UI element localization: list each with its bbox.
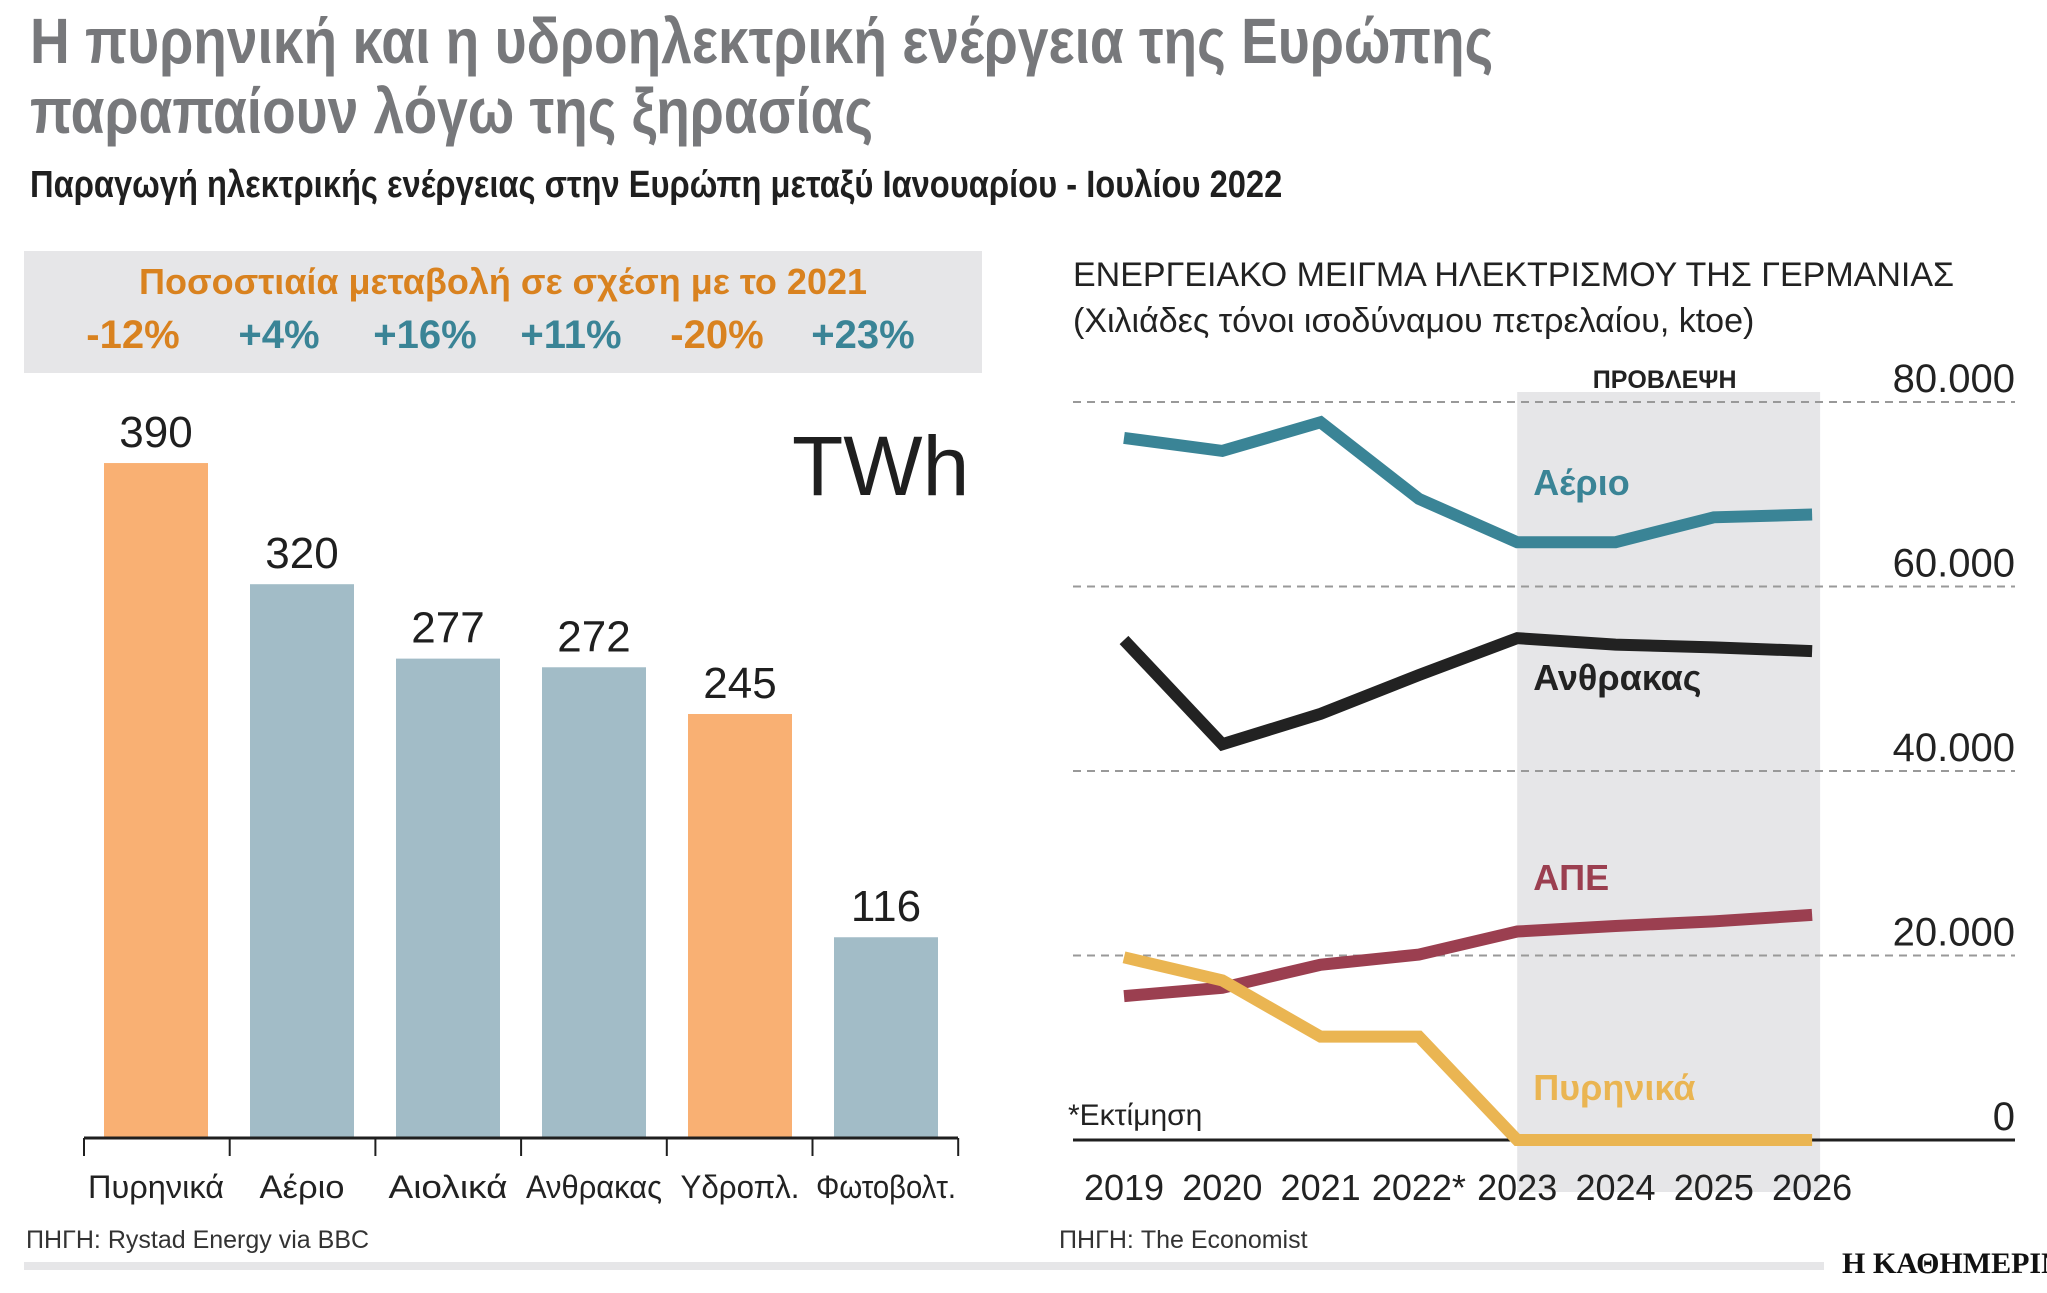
category-label: Φωτοβολτ. [816,1169,956,1205]
series-line-coal [1119,632,1813,752]
x-tick-label: 2024 [1575,1167,1655,1208]
x-tick-label: 2026 [1772,1167,1852,1208]
bar-1 [250,584,354,1138]
percent-change-value: -12% [86,313,180,357]
y-tick-label: 40.000 [1893,726,2015,770]
page-title: Η πυρηνική και η υδροηλεκτρική ενέργεια … [30,6,1493,146]
percent-change-value: +16% [373,313,477,357]
series-line-nuclear [1122,951,1813,1146]
line-chart-title: ΕΝΕΡΓΕΙΑΚΟ ΜΕΙΓΜΑ ΗΛΕΚΤΡΙΣΜΟΥ ΤΗΣ ΓΕΡΜΑΝ… [1073,256,1955,294]
bar-0 [104,463,208,1138]
estimate-note: *Εκτίμηση [1068,1099,1202,1132]
x-tick-label: 2021 [1281,1167,1361,1208]
publisher-logo: Η ΚΑΘΗΜΕΡΙΝΗ [1842,1247,2047,1280]
line-chart-source: ΠΗΓΗ: The Economist [1059,1226,1308,1254]
title-line-1: Η πυρηνική και η υδροηλεκτρική ενέργεια … [30,5,1494,77]
category-label: Αέριο [260,1169,345,1205]
title-line-2: παραπαίουν λόγω της ξηρασίας [30,75,874,147]
line-chart-header: ΕΝΕΡΓΕΙΑΚΟ ΜΕΙΓΜΑ ΗΛΕΚΤΡΙΣΜΟΥ ΤΗΣ ΓΕΡΜΑΝ… [1073,252,1954,344]
y-tick-label: 60.000 [1893,542,2015,586]
bar-value-label: 116 [851,882,921,931]
x-tick-label: 2022* [1372,1167,1466,1208]
category-label: Πυρηνικά [88,1169,224,1205]
bar-value-label: 272 [557,612,630,661]
bar-3 [542,667,646,1138]
y-tick-label: 80.000 [1893,360,2015,401]
bar-value-label: 390 [119,408,192,457]
x-tick-label: 2019 [1084,1167,1164,1208]
bar-2 [396,658,500,1138]
bar-value-label: 320 [265,529,338,578]
percent-change-title: Ποσοστιαία μεταβολή σε σχέση με το 2021 [138,261,868,302]
x-tick-label: 2020 [1182,1167,1262,1208]
line-chart: ΠΡΟΒΛΕΨΗ 0 20.000 40.000 60.000 80.000 *Εκτίμη… [1068,360,2015,1208]
category-label: Αιολικά [389,1169,508,1205]
bar-chart: 390 Πυρηνικά 320 Αέριο 277 Αιολικά 272 Ανθρακας… [83,408,960,1205]
percent-change-value: -20% [670,313,764,357]
line-chart-subtitle: (Χιλιάδες τόνοι ισοδύναμου πετρελαίου, k… [1073,302,1755,340]
series-label-nuclear: Πυρηνικά [1533,1067,1695,1108]
unit-label: TWh [792,419,970,513]
bar-chart-source: ΠΗΓΗ: Rystad Energy via BBC [26,1226,370,1254]
percent-change-value: +23% [811,313,915,357]
percent-change-value: +4% [238,313,320,357]
bar-4 [688,713,792,1138]
category-label: Ανθρακας [526,1169,662,1205]
forecast-label: ΠΡΟΒΛΕΨΗ [1593,366,1737,394]
bar-5 [834,937,938,1138]
series-label-gas: Αέριο [1533,462,1630,503]
page-subtitle: Παραγωγή ηλεκτρικής ενέργειας στην Ευρώπ… [30,164,1283,206]
x-tick-label: 2023 [1477,1167,1557,1208]
category-label: Υδροπλ. [681,1169,800,1205]
bar-value-label: 245 [703,659,776,708]
footer-divider [24,1262,1824,1270]
y-tick-label: 0 [1993,1095,2015,1139]
series-label-renewables: ΑΠΕ [1533,857,1609,898]
bar-value-label: 277 [411,604,484,653]
percent-change-box: Ποσοστιαία μεταβολή σε σχέση με το 2021 … [24,251,982,373]
y-tick-label: 20.000 [1893,911,2015,955]
series-line-gas [1123,415,1813,549]
series-label-coal: Ανθρακας [1533,657,1701,698]
x-tick-label: 2025 [1674,1167,1754,1208]
percent-change-value: +11% [520,313,622,357]
